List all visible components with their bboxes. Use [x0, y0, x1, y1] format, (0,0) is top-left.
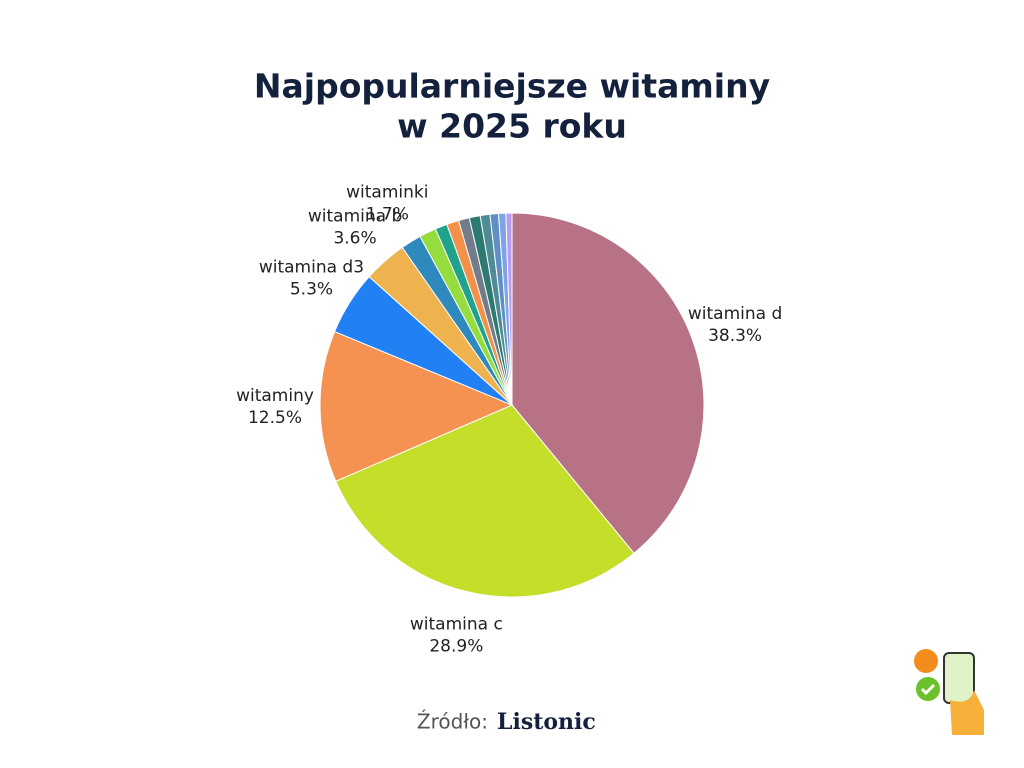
chart-title: w 2025 roku: [397, 107, 627, 146]
source-label: Źródło:: [417, 710, 488, 734]
pie: [319, 212, 705, 598]
slice-label: witaminy: [236, 386, 314, 406]
pie-slice: [505, 212, 513, 406]
value-label: 12.5%: [248, 408, 302, 428]
slice-label: witamina d: [688, 304, 782, 324]
pie-slice: [319, 330, 514, 482]
value-label: 5.3%: [290, 280, 333, 300]
value-label: 1.7%: [366, 204, 409, 224]
source-name: Listonic: [497, 709, 596, 735]
value-label: 28.9%: [429, 636, 483, 656]
slice-label: witaminki: [346, 182, 428, 202]
slice-label: witamina b: [308, 206, 402, 226]
logo-icon: [914, 649, 984, 735]
value-label: 3.6%: [333, 228, 376, 248]
pie-slice: [335, 404, 635, 598]
chart-title: Najpopularniejsze witaminy: [254, 67, 770, 106]
value-label: 38.3%: [708, 326, 762, 346]
slice-label: witamina d3: [259, 258, 364, 278]
slice-label: witamina c: [410, 614, 503, 634]
pie-slice: [511, 212, 705, 554]
